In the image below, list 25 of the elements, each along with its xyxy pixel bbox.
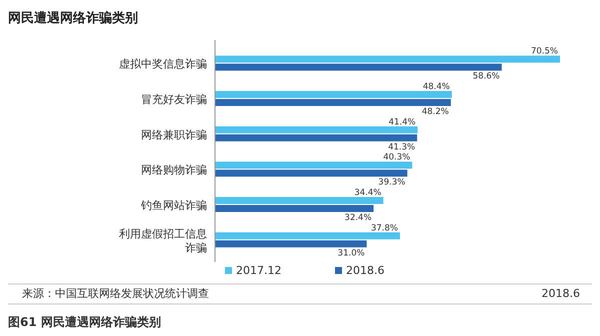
data-label: 48.4% xyxy=(422,82,450,92)
data-label: 70.5% xyxy=(530,46,558,57)
category-label: 诈骗 xyxy=(185,241,207,254)
data-label: 58.6% xyxy=(472,72,500,82)
legend-label: 2017.12 xyxy=(236,264,282,277)
title: 网民遭遇网络诈骗类别 xyxy=(8,11,138,26)
legend-label: 2018.6 xyxy=(346,264,384,277)
annotation: 来源：中国互联网络发展状况统计调查 xyxy=(22,287,209,300)
data-label: 40.3% xyxy=(383,152,410,163)
data-label: 41.4% xyxy=(388,117,416,128)
category-label: 虚拟中奖信息诈骗 xyxy=(119,58,207,71)
data-label: 48.2% xyxy=(422,107,449,117)
data-label: 31.0% xyxy=(338,248,365,258)
data-label: 41.3% xyxy=(388,142,416,152)
data-label: 37.8% xyxy=(370,223,398,234)
category-label: 利用虚假招工信息 xyxy=(119,227,207,240)
annotation: 图61 网民遭遇网络诈骗类别 xyxy=(8,315,161,329)
annotation: 2018.6 xyxy=(542,287,580,300)
category-label: 钓鱼网站诈骗 xyxy=(141,199,207,212)
data-label: 39.3% xyxy=(378,178,406,188)
category-label: 网络兼职诈骗 xyxy=(141,128,207,142)
category-label: 网络购物诈骗 xyxy=(141,164,207,177)
category-label: 冒充好友诈骗 xyxy=(141,93,207,106)
data-label: 34.4% xyxy=(354,188,382,198)
data-label: 32.4% xyxy=(344,213,372,223)
